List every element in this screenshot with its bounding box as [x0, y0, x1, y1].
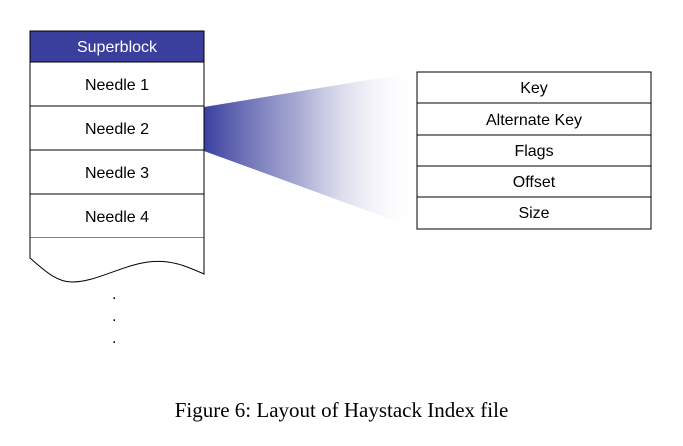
- superblock-cell: [29, 30, 205, 63]
- field-cell: [416, 71, 652, 104]
- needle-field-table: Key Alternate Key Flags Offset Size: [416, 71, 652, 230]
- field-label: Offset: [513, 174, 556, 191]
- field-cell: [416, 134, 652, 167]
- needle-cell: [29, 61, 205, 107]
- continuation-dot: .: [112, 308, 117, 325]
- continuation-dot: .: [112, 330, 117, 347]
- field-label: Size: [518, 205, 549, 222]
- field-label: Flags: [514, 143, 553, 160]
- torn-continuation-cell: [29, 238, 205, 283]
- field-cell: [416, 196, 652, 230]
- superblock-label: Superblock: [77, 39, 158, 56]
- figure-caption: Figure 6: Layout of Haystack Index file: [174, 398, 509, 422]
- needle-expansion-fan: [204, 72, 417, 229]
- needle-label: Needle 2: [85, 121, 149, 138]
- needle-label: Needle 3: [85, 165, 149, 182]
- needle-label: Needle 1: [85, 77, 149, 94]
- continuation-dot: .: [112, 286, 117, 303]
- needle-cell: [29, 105, 205, 151]
- continuation-ellipsis: . . .: [112, 284, 116, 350]
- field-label: Key: [520, 80, 548, 97]
- index-file-column: Superblock Needle 1 Needle 2 Needle 3 Ne…: [29, 30, 205, 283]
- needle-cell: [29, 149, 205, 195]
- field-label: Alternate Key: [486, 112, 582, 129]
- needle-label: Needle 4: [85, 209, 149, 226]
